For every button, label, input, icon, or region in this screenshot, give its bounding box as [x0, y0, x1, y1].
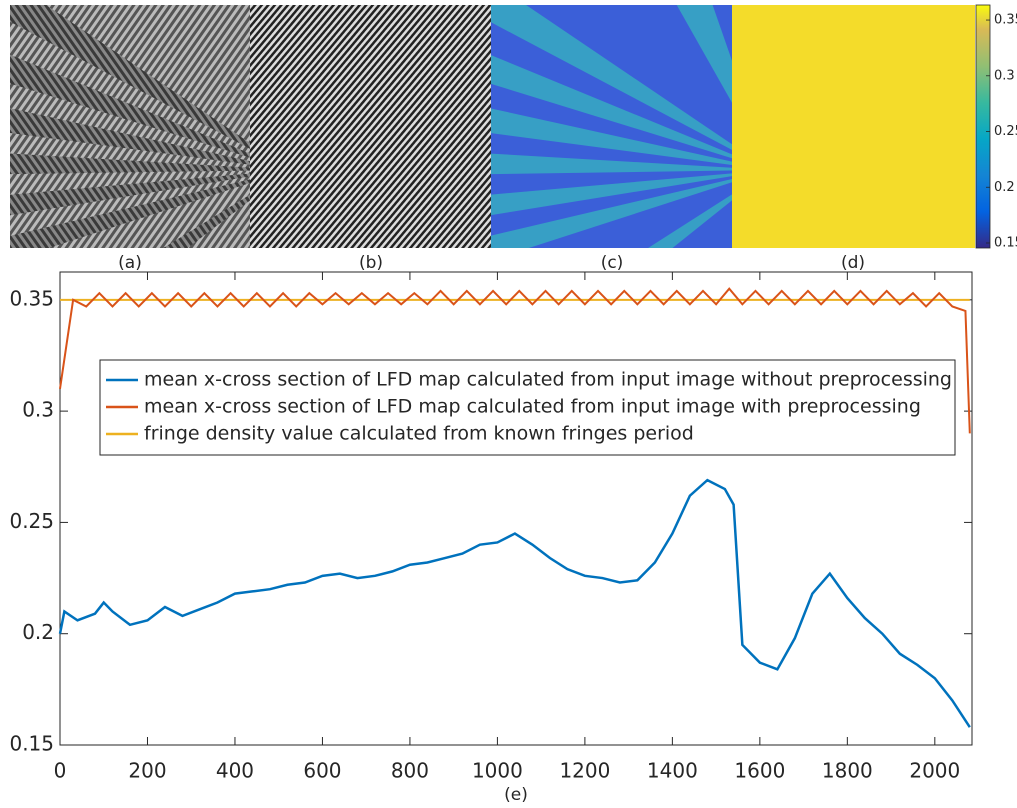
panel-b	[250, 5, 491, 248]
x-tick-label: 1400	[647, 759, 698, 783]
legend-label: mean x-cross section of LFD map calculat…	[144, 396, 921, 418]
panel-c	[491, 5, 732, 248]
x-tick-label: 400	[216, 759, 254, 783]
x-tick-label: 600	[303, 759, 341, 783]
x-tick-label: 200	[128, 759, 166, 783]
colorbar-tick-label: 0.35	[994, 13, 1017, 28]
x-tick-label: 1000	[472, 759, 523, 783]
panel-a	[10, 5, 250, 248]
x-tick-label: 1600	[734, 759, 785, 783]
x-tick-label: 0	[54, 759, 67, 783]
panel-label: (d)	[841, 253, 865, 273]
panel-label: (b)	[359, 253, 383, 273]
legend: mean x-cross section of LFD map calculat…	[99, 359, 956, 456]
colorbar-tick-label: 0.15	[994, 235, 1017, 250]
panel-d	[732, 5, 975, 248]
y-tick-label: 0.15	[9, 732, 54, 756]
y-tick-label: 0.25	[9, 509, 54, 533]
y-tick-label: 0.35	[9, 286, 54, 310]
panel-label: (a)	[118, 253, 142, 273]
legend-label: fringe density value calculated from kno…	[144, 423, 694, 445]
panel-label: (c)	[601, 253, 624, 273]
x-tick-label: 1200	[559, 759, 610, 783]
x-tick-label: 2000	[909, 759, 960, 783]
x-tick-label: 800	[391, 759, 429, 783]
colorbar	[975, 4, 991, 249]
legend-label: mean x-cross section of LFD map calculat…	[144, 369, 952, 391]
x-tick-label: 1800	[822, 759, 873, 783]
y-tick-label: 0.3	[22, 398, 54, 422]
plot-frame	[59, 271, 973, 746]
legend-box	[99, 359, 956, 456]
y-tick-label: 0.2	[22, 620, 54, 644]
colorbar-tick-label: 0.3	[994, 68, 1015, 83]
series-line	[58, 478, 971, 728]
x-axis-label: (e)	[504, 785, 528, 804]
colorbar-tick-label: 0.25	[994, 124, 1017, 139]
colorbar-tick-label: 0.2	[994, 180, 1015, 195]
series-line	[59, 287, 971, 434]
